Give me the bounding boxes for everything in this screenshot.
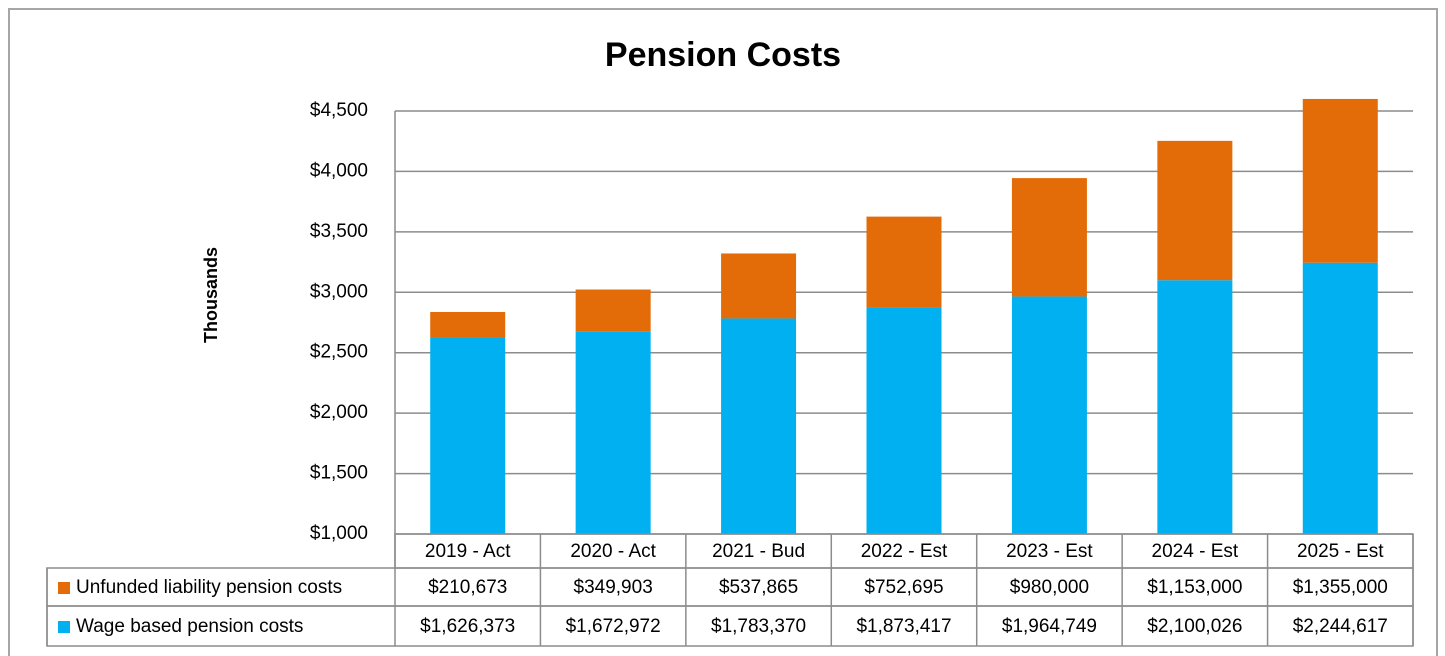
table-value: $2,100,026 bbox=[1147, 616, 1242, 637]
x-tick-label: 2020 - Act bbox=[570, 541, 656, 562]
chart-title: Pension Costs bbox=[605, 36, 841, 74]
bar-segment bbox=[721, 318, 797, 534]
bar-segment bbox=[575, 331, 651, 534]
bar-segment bbox=[866, 216, 942, 308]
table-value: $1,873,417 bbox=[856, 616, 951, 637]
x-tick-label: 2021 - Bud bbox=[712, 541, 805, 562]
table-value: $1,626,373 bbox=[420, 616, 515, 637]
y-tick-label: $4,000 bbox=[310, 160, 368, 181]
table-value: $537,865 bbox=[719, 577, 798, 598]
table-value: $1,672,972 bbox=[566, 616, 661, 637]
y-axis-title: Thousands bbox=[201, 247, 221, 343]
y-tick-label: $1,000 bbox=[310, 523, 368, 544]
bar-segment bbox=[1302, 262, 1378, 534]
bar-segment bbox=[1011, 178, 1087, 297]
legend-swatch bbox=[58, 621, 70, 633]
x-tick-label: 2019 - Act bbox=[425, 541, 511, 562]
bar-segment bbox=[866, 307, 942, 534]
table-value: $2,244,617 bbox=[1293, 616, 1388, 637]
bar-segment bbox=[430, 311, 506, 338]
x-tick-label: 2022 - Est bbox=[861, 541, 948, 562]
bar-segment bbox=[1157, 280, 1233, 534]
x-tick-label: 2025 - Est bbox=[1297, 541, 1384, 562]
bar-segment bbox=[1157, 140, 1233, 281]
legend-label: Wage based pension costs bbox=[76, 616, 303, 637]
x-tick-label: 2024 - Est bbox=[1152, 541, 1239, 562]
x-tick-label: 2023 - Est bbox=[1006, 541, 1093, 562]
bar-segment bbox=[430, 337, 506, 534]
bar-segment bbox=[1011, 296, 1087, 534]
y-tick-label: $4,500 bbox=[310, 100, 368, 121]
y-tick-label: $3,000 bbox=[310, 281, 368, 302]
table-value: $349,903 bbox=[574, 577, 653, 598]
y-tick-label: $3,500 bbox=[310, 221, 368, 242]
y-tick-label: $1,500 bbox=[310, 463, 368, 484]
y-tick-label: $2,000 bbox=[310, 402, 368, 423]
legend-swatch bbox=[58, 582, 70, 594]
bar-segment bbox=[1302, 98, 1378, 263]
table-value: $980,000 bbox=[1010, 577, 1089, 598]
table-value: $1,964,749 bbox=[1002, 616, 1097, 637]
bar-segment bbox=[721, 253, 797, 319]
table-value: $1,355,000 bbox=[1293, 577, 1388, 598]
table-value: $1,783,370 bbox=[711, 616, 806, 637]
table-value: $1,153,000 bbox=[1147, 577, 1242, 598]
table-value: $210,673 bbox=[428, 577, 507, 598]
y-tick-label: $2,500 bbox=[310, 342, 368, 363]
legend-label: Unfunded liability pension costs bbox=[76, 577, 342, 598]
table-value: $752,695 bbox=[864, 577, 943, 598]
bar-segment bbox=[575, 289, 651, 332]
